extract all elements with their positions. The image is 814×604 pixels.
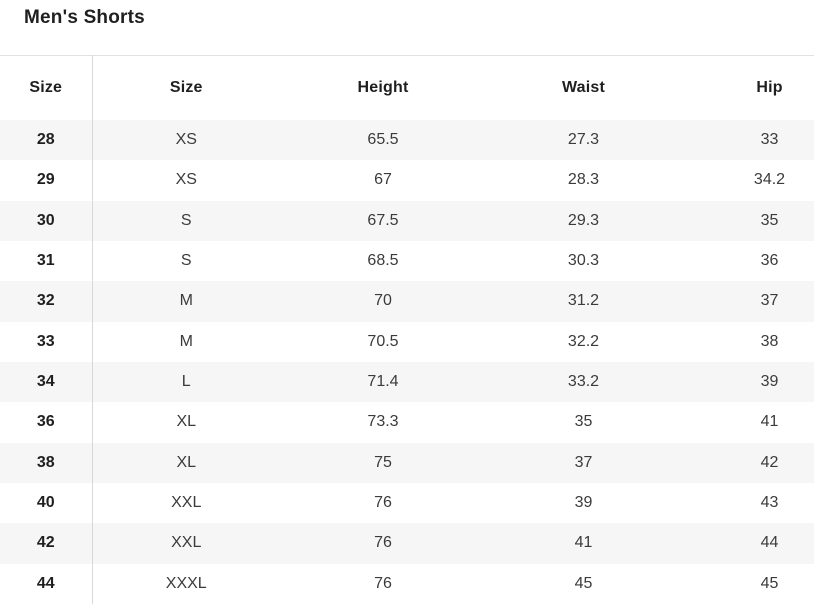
table-row: 32 M 70 31.2 37 [0,281,814,322]
cell-waist: 41 [574,534,593,552]
table-row: 33 M 70.5 32.2 38 [0,321,814,362]
cell-hip: 36 [760,252,779,270]
table-row: 30 S 67.5 29.3 35 [0,200,814,241]
cell-hip: 38 [760,332,779,350]
cell-size-letter: XXL [171,534,202,552]
cell-height: 68.5 [367,252,399,270]
header-height: Height [280,55,486,120]
table-body: 28 XS 65.5 27.3 33 29 XS 67 28.3 34.2 30 S 67.5 29.3 3… [0,120,814,604]
cell-size-number: 42 [0,523,93,564]
cell-size-number: 28 [0,120,93,161]
page-title: Men's Shorts [24,7,145,28]
cell-height: 70.5 [367,332,399,350]
cell-waist: 37 [574,453,593,471]
cell-size-letter: S [180,252,192,270]
cell-waist: 29.3 [567,211,600,229]
cell-height: 73.3 [367,413,399,431]
cell-size-number: 33 [0,321,93,362]
table-row: 38 XL 75 37 42 [0,442,814,483]
cell-waist: 33.2 [567,373,600,391]
table-row: 44 XXXL 76 45 45 [0,563,814,604]
cell-height: 70 [374,292,392,310]
table-row: 36 XL 73.3 35 41 [0,402,814,443]
cell-hip: 34.2 [753,171,786,189]
cell-size-number: 34 [0,361,93,403]
cell-size-letter: XXL [171,494,202,512]
cell-size-letter: XXXL [165,574,207,592]
cell-height: 76 [374,534,392,552]
cell-size-number: 32 [0,281,93,322]
cell-size-letter: M [179,292,193,310]
size-chart-table: Size Size Height Waist Hip 28 XS 65.5 27.3 3… [0,55,814,604]
cell-hip: 39 [760,373,779,391]
cell-hip: 43 [760,494,779,512]
cell-waist: 32.2 [567,332,600,350]
cell-height: 67.5 [367,211,399,229]
cell-size-number: 31 [0,240,93,282]
cell-size-letter: L [181,373,191,391]
table-row: 28 XS 65.5 27.3 33 [0,120,814,161]
table-row: 34 L 71.4 33.2 39 [0,361,814,403]
table-row: 40 XXL 76 39 43 [0,482,814,524]
cell-hip: 41 [760,413,779,431]
cell-waist: 31.2 [567,292,600,310]
cell-size-number: 29 [0,160,93,201]
header-hip: Hip [681,55,814,120]
cell-waist: 28.3 [567,171,600,189]
cell-size-number: 38 [0,442,93,483]
cell-hip: 45 [760,574,779,592]
title-bar: Men's Shorts [0,0,814,55]
cell-size-number: 40 [0,482,93,524]
cell-hip: 42 [760,453,779,471]
table-row: 29 XS 67 28.3 34.2 [0,160,814,201]
cell-hip: 35 [760,211,779,229]
cell-hip: 37 [760,292,779,310]
cell-size-letter: XS [175,171,197,189]
cell-hip: 44 [760,534,779,552]
cell-waist: 35 [574,413,593,431]
header-size-number: Size [0,55,93,120]
cell-size-letter: M [179,332,193,350]
table-row: 42 XXL 76 41 44 [0,523,814,564]
cell-height: 67 [374,171,392,189]
cell-height: 76 [374,574,392,592]
cell-height: 75 [374,453,392,471]
cell-height: 76 [374,494,392,512]
cell-waist: 39 [574,494,593,512]
cell-height: 65.5 [367,131,399,149]
cell-size-number: 30 [0,200,93,241]
cell-hip: 33 [760,131,779,149]
cell-size-number: 44 [0,563,93,604]
cell-size-number: 36 [0,402,93,443]
cell-waist: 27.3 [567,131,600,149]
header-row: Size Size Height Waist Hip [0,55,814,120]
cell-size-letter: XS [175,131,197,149]
cell-waist: 30.3 [567,252,600,270]
cell-size-letter: S [180,211,192,229]
cell-size-letter: XL [176,453,197,471]
header-size-letter: Size [92,55,280,120]
table-row: 31 S 68.5 30.3 36 [0,240,814,282]
cell-height: 71.4 [367,373,399,391]
header-waist: Waist [486,55,681,120]
cell-size-letter: XL [176,413,197,431]
cell-waist: 45 [574,574,593,592]
